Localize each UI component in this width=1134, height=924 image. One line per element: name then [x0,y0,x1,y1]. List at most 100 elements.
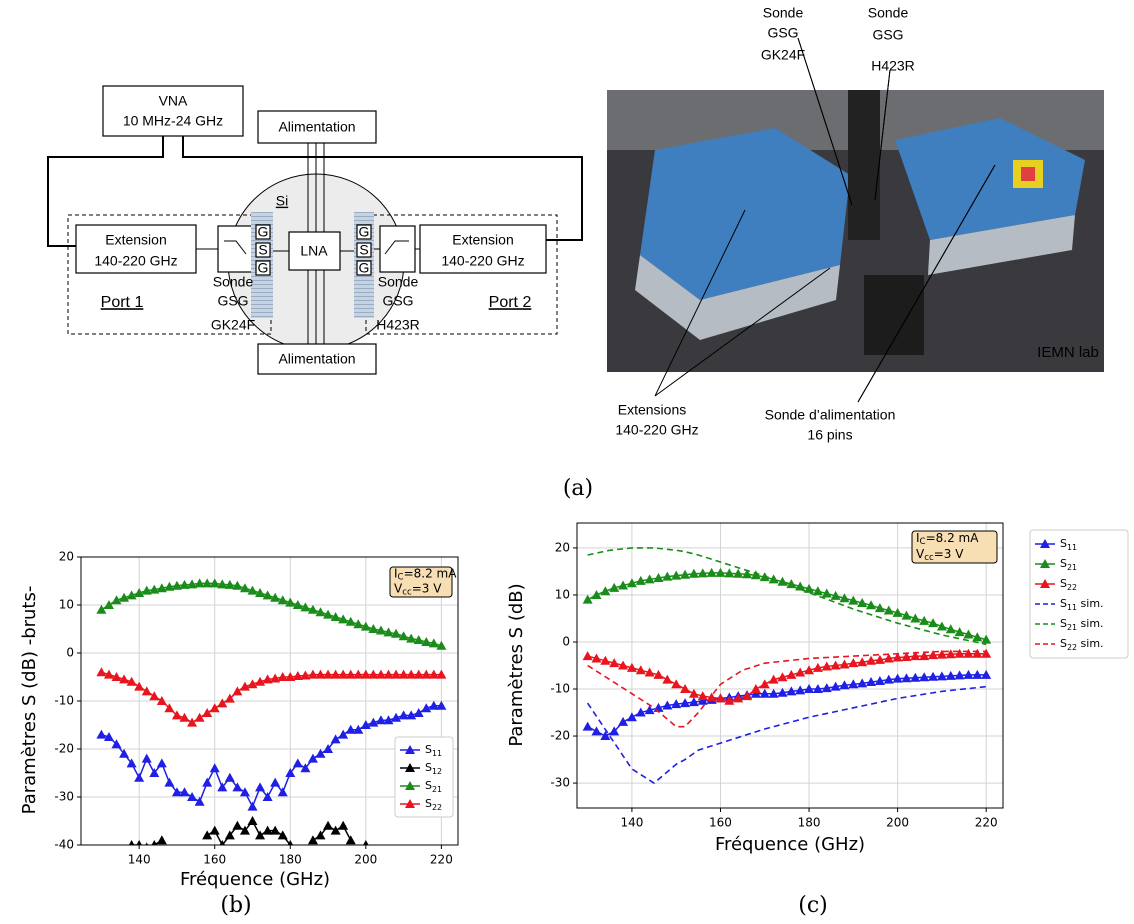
marker [111,672,122,681]
label: G [359,260,370,276]
marker [179,579,190,589]
legend-box [1029,529,1129,659]
marker [141,585,152,595]
marker [715,693,726,703]
label: GSG [217,293,248,309]
marker [149,691,160,701]
marker [742,691,753,701]
marker [307,604,318,614]
marker [345,835,356,845]
marker [750,688,761,698]
legend-entry: S11 [1060,537,1077,552]
marker [300,670,311,680]
marker [892,673,903,683]
marker [224,830,235,840]
marker [277,787,288,797]
marker [262,590,273,600]
marker [618,660,629,670]
x-tick-label: 160 [203,853,226,867]
label: Sonde [763,5,804,21]
marker [391,712,402,722]
marker [981,669,992,679]
y-tick-label: -20 [54,742,74,756]
marker [600,655,611,665]
marker [187,792,198,801]
y-axis-label: Paramètres S (dB) [506,583,527,746]
legend-entry: S22 sim. [1060,637,1104,652]
marker [421,669,432,679]
pad [255,242,271,258]
marker [963,629,974,639]
marker [323,744,334,753]
marker [277,672,288,681]
marker [202,708,213,717]
marker [194,578,205,588]
marker [830,660,841,670]
block-diagram: VNA 10 MHz-24 GHz Alimentation Alimentat… [47,85,583,375]
marker [338,614,349,624]
axes-frame [80,556,459,846]
marker [697,691,708,701]
extension-box [419,224,547,274]
x-tick-label: 200 [354,853,377,867]
marker [391,669,402,679]
marker [391,628,402,638]
marker [830,681,841,691]
marker [821,661,832,671]
marker [119,592,130,602]
marker [582,721,593,731]
marker [821,683,832,693]
series-line [587,652,987,702]
marker [262,674,273,684]
y-tick-label: 0 [66,646,74,660]
marker [368,717,379,727]
marker [255,782,266,792]
marker [954,648,965,658]
marker [981,634,992,644]
marker [653,669,664,679]
legend-entry: S21 sim. [1060,617,1104,632]
marker [777,672,788,682]
label: H423R [376,317,420,333]
marker [187,717,198,727]
marker [232,782,243,792]
marker [255,588,266,597]
marker [171,710,182,720]
marker [609,582,620,592]
series-line [100,582,442,647]
marker [733,568,744,578]
label: Sonde d’alimentation [765,407,896,423]
marker [103,732,114,741]
marker [919,672,930,682]
marker [795,685,806,695]
marker [239,583,250,593]
label: 16 pins [807,427,852,443]
marker [224,772,235,782]
marker [315,669,326,679]
marker [383,715,394,725]
marker [338,729,349,739]
photo-shape [848,90,880,240]
x-axis-label: Fréquence (GHz) [180,869,330,890]
marker [972,669,983,679]
y-tick-label: 0 [562,634,570,648]
marker [786,579,797,589]
marker [315,748,326,758]
marker [883,653,894,663]
photo-shape [864,275,924,355]
annotation: IC=8.2 mA [394,566,457,582]
marker [901,673,912,683]
marker [126,676,137,686]
annotation: Vcc=3 V [394,581,442,597]
y-tick-label: -40 [54,838,74,852]
marker [187,579,198,589]
marker [217,782,228,792]
label: 140-220 GHz [615,422,698,438]
marker [171,580,182,590]
label: 140-220 GHz [94,253,177,269]
marker [270,673,281,683]
sim-line [587,547,987,646]
marker [804,665,815,675]
marker [671,570,682,580]
legend-swatch [405,799,415,808]
